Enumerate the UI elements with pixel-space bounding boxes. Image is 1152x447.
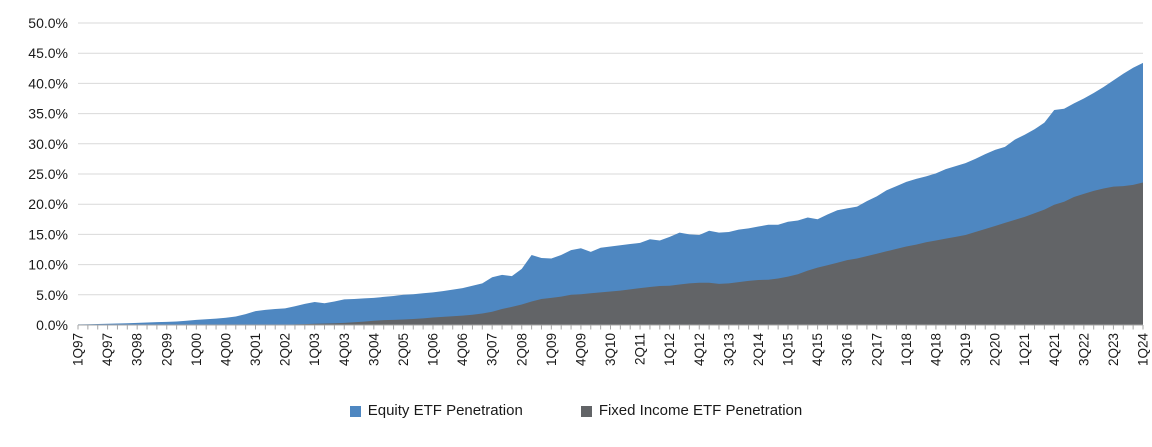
x-axis-tick-label: 3Q19 <box>958 333 973 366</box>
fixed-income-series-swatch <box>580 405 592 417</box>
y-axis-tick-label: 50.0% <box>28 15 68 31</box>
equity-series-swatch <box>349 405 361 417</box>
x-axis-tick-label: 2Q11 <box>633 333 648 365</box>
x-axis-tick-label: 1Q03 <box>307 333 322 366</box>
fixed-income-legend-label: Fixed Income ETF Penetration <box>598 402 803 419</box>
x-axis-tick-label: 4Q21 <box>1047 333 1062 366</box>
y-axis-tick-label: 45.0% <box>28 45 68 61</box>
x-axis-tick-label: 4Q97 <box>100 333 115 366</box>
x-axis-tick-label: 4Q09 <box>573 333 588 366</box>
x-axis-tick-label: 1Q09 <box>544 333 559 366</box>
plot-area: 0.0% 5.0% 10.0% 15.0% 20.0% 25.0% 30.0% 35.0% 40… <box>28 15 1151 367</box>
x-axis-tick-label: 2Q17 <box>869 333 884 366</box>
y-axis-tick-label: 20.0% <box>28 196 68 212</box>
x-axis-tick-label: 4Q12 <box>692 333 707 366</box>
x-axis-tick-label: 2Q20 <box>988 333 1003 366</box>
x-axis-tick-label: 3Q13 <box>721 333 736 366</box>
legend-item-fixed-income: Fixed Income ETF Penetration <box>580 401 803 421</box>
x-axis-tick-label: 2Q14 <box>751 333 766 367</box>
legend-item-equity: Equity ETF Penetration <box>349 401 523 421</box>
y-axis-tick-label: 40.0% <box>28 75 68 91</box>
x-axis-tick-label: 3Q98 <box>130 333 145 366</box>
x-axis-tick-label: 2Q99 <box>159 333 174 366</box>
y-axis-tick-label: 5.0% <box>36 287 68 303</box>
x-axis-tick-label: 1Q18 <box>899 333 914 366</box>
y-axis-tick-label: 25.0% <box>28 166 68 182</box>
x-axis-tick-label: 3Q01 <box>248 333 263 366</box>
x-axis-tick-label: 2Q23 <box>1106 333 1121 366</box>
x-axis-tick-label: 2Q02 <box>278 333 293 366</box>
x-axis-tick-label: 4Q18 <box>928 333 943 366</box>
y-axis-tick-label: 35.0% <box>28 106 68 122</box>
x-axis-tick-label: 4Q03 <box>337 333 352 366</box>
x-axis-tick-label: 2Q08 <box>514 333 529 366</box>
chart-legend: Equity ETF Penetration Fixed Income ETF … <box>0 401 1152 421</box>
x-axis-tick-label: 1Q15 <box>781 333 796 366</box>
x-axis-tick-label: 3Q16 <box>840 333 855 366</box>
x-axis-tick-label: 1Q24 <box>1136 333 1151 367</box>
x-axis-tick-label: 4Q15 <box>810 333 825 366</box>
equity-legend-label: Equity ETF Penetration <box>367 402 523 419</box>
x-axis-tick-label: 3Q22 <box>1076 333 1091 366</box>
fixed-income-area <box>78 182 1143 325</box>
x-axis-tick-label: 1Q12 <box>662 333 677 366</box>
x-axis-tick-label: 1Q00 <box>189 333 204 366</box>
x-axis-tick-label: 3Q10 <box>603 333 618 366</box>
x-axis-tick-label: 4Q06 <box>455 333 470 366</box>
y-axis-tick-label: 15.0% <box>28 226 68 242</box>
x-axis-tick-label: 1Q97 <box>71 333 86 366</box>
x-axis-tick-label: 2Q05 <box>396 333 411 366</box>
x-axis-tick-label: 3Q07 <box>485 333 500 366</box>
x-axis-tick-label: 4Q00 <box>218 333 233 366</box>
y-axis-tick-label: 30.0% <box>28 136 68 152</box>
y-axis-tick-label: 10.0% <box>28 257 68 273</box>
x-axis-tick-label: 1Q06 <box>426 333 441 366</box>
y-axis-tick-label: 0.0% <box>36 317 68 333</box>
x-axis-tick-label: 1Q21 <box>1017 333 1032 366</box>
x-axis-tick-label: 3Q04 <box>366 333 381 367</box>
